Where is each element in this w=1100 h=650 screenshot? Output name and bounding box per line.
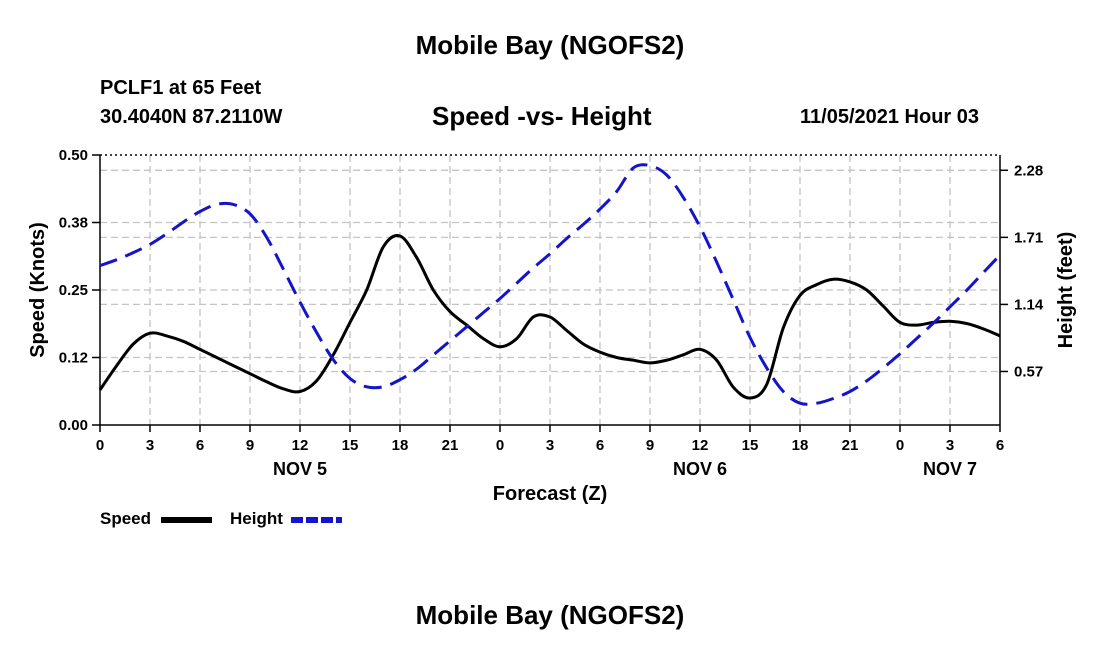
y-tick-label: 0.38 bbox=[59, 215, 88, 232]
legend-height-label: Height bbox=[230, 509, 283, 528]
forecast-datetime: 11/05/2021 Hour 03 bbox=[800, 106, 980, 128]
x-tick-label: 3 bbox=[546, 437, 554, 454]
station-label: PCLF1 at 65 Feet bbox=[100, 77, 262, 99]
footer-title: Mobile Bay (NGOFS2) bbox=[415, 600, 685, 630]
x-tick-label: 21 bbox=[442, 437, 459, 454]
x-tick-label: 9 bbox=[646, 437, 654, 454]
x-tick-label: 12 bbox=[692, 437, 709, 454]
legend-speed-label: Speed bbox=[100, 509, 152, 528]
x-day-label: NOV 6 bbox=[673, 459, 727, 479]
x-tick-label: 6 bbox=[996, 437, 1004, 454]
x-tick-label: 6 bbox=[196, 437, 204, 454]
x-tick-label: 21 bbox=[842, 437, 859, 454]
x-tick-label: 0 bbox=[896, 437, 904, 454]
x-tick-label: 3 bbox=[946, 437, 954, 454]
x-tick-label: 12 bbox=[292, 437, 309, 454]
y2-axis-label: Height (feet) bbox=[1055, 232, 1077, 349]
x-axis-label: Forecast (Z) bbox=[493, 483, 607, 505]
x-day-label: NOV 5 bbox=[273, 459, 327, 479]
coordinates-label: 30.4040N 87.2110W bbox=[100, 106, 283, 128]
x-tick-label: 18 bbox=[792, 437, 809, 454]
y-axis-label: Speed (Knots) bbox=[27, 222, 49, 358]
y2-tick-label: 1.14 bbox=[1014, 296, 1044, 313]
y2-tick-label: 1.71 bbox=[1014, 229, 1043, 246]
y-tick-label: 0.00 bbox=[59, 417, 88, 434]
x-tick-label: 15 bbox=[342, 437, 359, 454]
x-day-label: NOV 7 bbox=[923, 459, 977, 479]
chart-title: Speed -vs- Height bbox=[432, 101, 652, 131]
x-tick-label: 18 bbox=[392, 437, 409, 454]
y-tick-label: 0.12 bbox=[59, 350, 88, 367]
page-title: Mobile Bay (NGOFS2) bbox=[415, 30, 685, 60]
x-tick-label: 15 bbox=[742, 437, 759, 454]
x-tick-label: 9 bbox=[246, 437, 254, 454]
x-tick-label: 0 bbox=[496, 437, 504, 454]
y2-tick-label: 2.28 bbox=[1014, 162, 1043, 179]
series-line-speed bbox=[98, 234, 1001, 400]
series-line-height bbox=[99, 163, 1002, 406]
y-tick-label: 0.25 bbox=[59, 282, 88, 299]
x-tick-label: 6 bbox=[596, 437, 604, 454]
y2-tick-label: 0.57 bbox=[1014, 363, 1043, 380]
x-tick-label: 0 bbox=[96, 437, 104, 454]
x-tick-label: 3 bbox=[146, 437, 154, 454]
y-tick-label: 0.50 bbox=[59, 147, 88, 164]
